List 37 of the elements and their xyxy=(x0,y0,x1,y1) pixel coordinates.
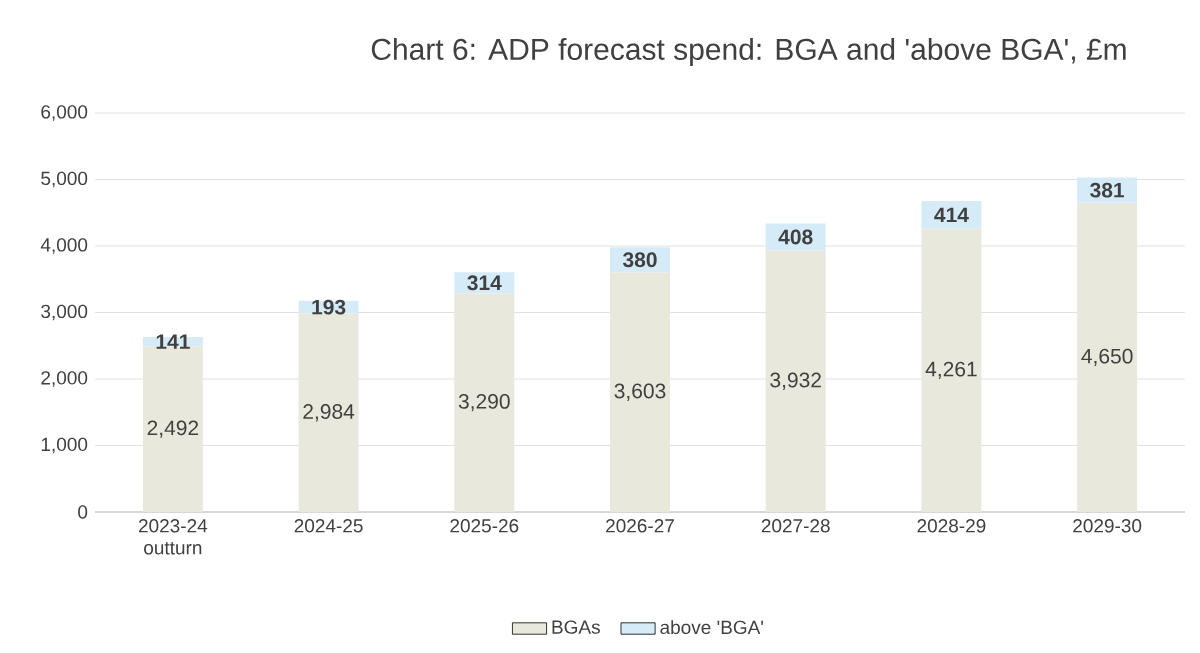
data-label: 3,932 xyxy=(770,372,821,390)
bar xyxy=(610,272,670,512)
data-label: 4,650 xyxy=(1081,348,1133,367)
legend-label: above 'BGA' xyxy=(660,620,763,635)
data-label: 380 xyxy=(622,252,657,268)
x-tick-label: 2027-28 xyxy=(761,519,830,533)
y-tick-label: 6,000 xyxy=(41,105,88,121)
y-tick-label: 2,000 xyxy=(41,371,88,387)
data-label: 408 xyxy=(778,229,813,245)
data-label: 414 xyxy=(934,207,969,223)
data-label: 3,290 xyxy=(458,393,510,412)
data-label: 193 xyxy=(312,299,346,315)
y-tick-label: 4,000 xyxy=(40,238,88,254)
chart-title: Chart 6: ADP forecast spend: BGA and 'above BGA', £m xyxy=(371,37,1126,66)
data-label: 3,603 xyxy=(614,383,666,401)
bar xyxy=(298,313,359,512)
y-tick-label: 1,000 xyxy=(41,437,88,454)
bar xyxy=(765,250,826,512)
x-tick-label: 2023-24 outturn xyxy=(138,519,208,555)
bar xyxy=(1077,202,1138,512)
data-label: 381 xyxy=(1090,182,1125,198)
data-label: 314 xyxy=(467,275,502,291)
y-tick-label: 0 xyxy=(78,505,88,519)
data-label: 141 xyxy=(156,334,190,349)
x-tick-label: 2025-26 xyxy=(450,519,519,533)
data-label: 4,261 xyxy=(925,361,977,379)
x-tick-label: 2026-27 xyxy=(606,519,674,533)
y-tick-label: 5,000 xyxy=(41,171,88,188)
x-tick-label: 2028-29 xyxy=(917,519,986,533)
x-tick-label: 2024-25 xyxy=(294,519,363,533)
data-label: 2,984 xyxy=(303,404,355,422)
bar xyxy=(921,228,982,512)
y-tick-label: 3,000 xyxy=(41,304,88,321)
data-label: 2,492 xyxy=(147,420,199,438)
bar xyxy=(454,293,515,512)
x-tick-label: 2029-30 xyxy=(1073,519,1142,533)
legend-label: BGAs xyxy=(552,620,600,634)
